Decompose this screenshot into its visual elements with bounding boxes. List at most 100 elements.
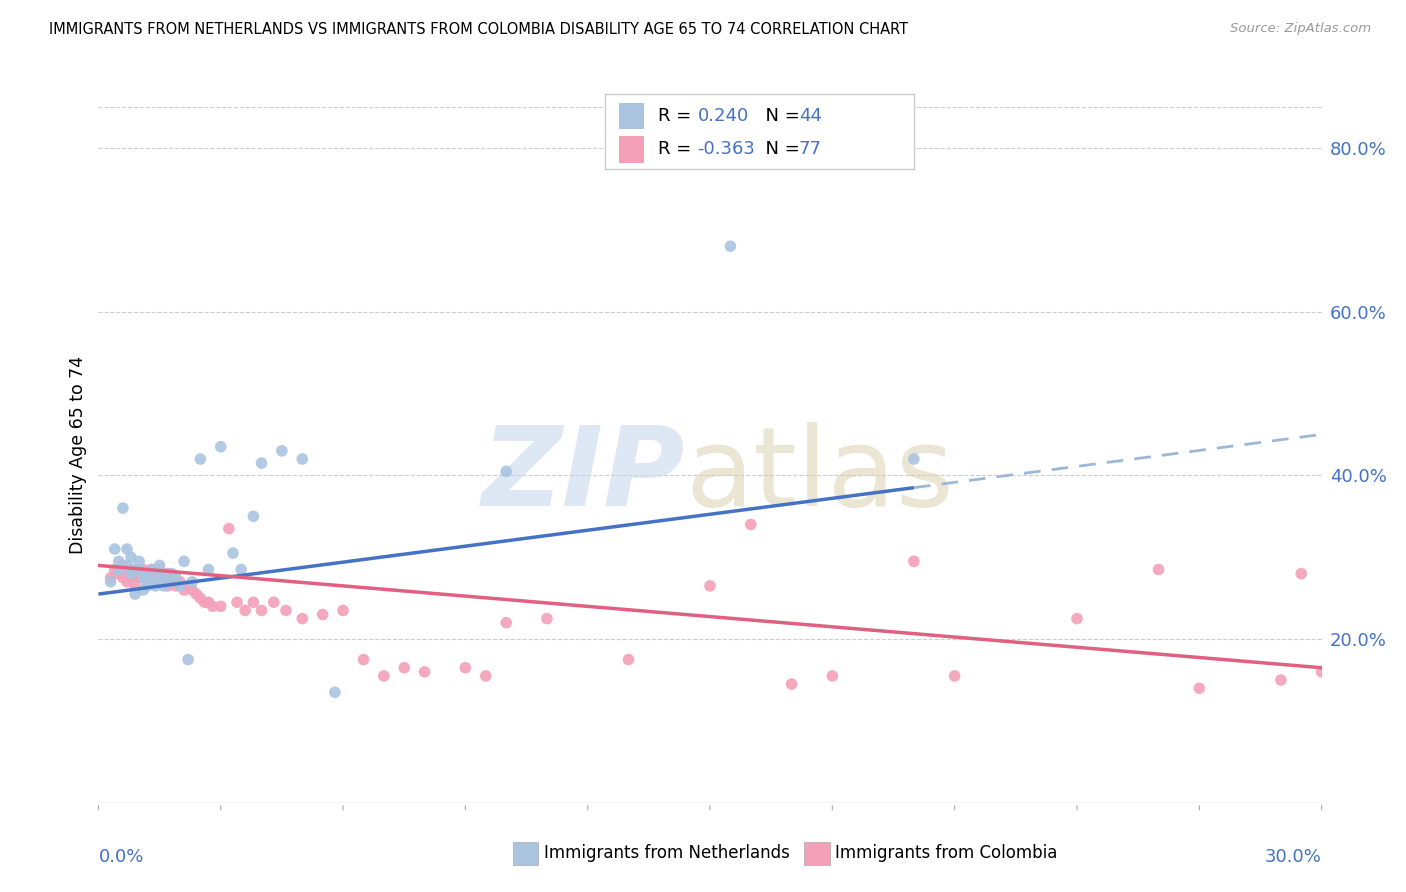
- Point: [136, 566, 159, 581]
- Point: [250, 456, 273, 470]
- Point: [128, 566, 150, 581]
- Point: [141, 574, 163, 589]
- Text: 0.240: 0.240: [697, 107, 748, 125]
- Text: N =: N =: [754, 107, 806, 125]
- Point: [181, 582, 204, 597]
- Point: [120, 562, 142, 576]
- Point: [188, 591, 212, 606]
- Point: [169, 574, 191, 589]
- Point: [149, 571, 172, 585]
- Point: [740, 517, 762, 532]
- Text: 77: 77: [799, 140, 821, 158]
- Point: [1331, 661, 1354, 675]
- Point: [160, 566, 183, 581]
- Point: [291, 452, 314, 467]
- Point: [312, 607, 335, 622]
- Point: [100, 571, 122, 585]
- Point: [536, 612, 558, 626]
- Text: 0.0%: 0.0%: [98, 847, 143, 866]
- Point: [454, 661, 477, 675]
- Point: [218, 522, 240, 536]
- Point: [903, 554, 925, 568]
- Point: [156, 579, 179, 593]
- Text: atlas: atlas: [686, 422, 955, 529]
- Text: R =: R =: [658, 107, 697, 125]
- Point: [149, 562, 172, 576]
- Point: [165, 579, 187, 593]
- Text: 30.0%: 30.0%: [1265, 847, 1322, 866]
- Point: [111, 571, 134, 585]
- Point: [132, 571, 155, 585]
- Point: [197, 562, 219, 576]
- Point: [111, 558, 134, 573]
- Point: [495, 464, 517, 478]
- Point: [413, 665, 436, 679]
- Point: [233, 603, 256, 617]
- Point: [132, 582, 155, 597]
- Text: ZIP: ZIP: [482, 422, 686, 529]
- Point: [115, 542, 138, 557]
- Text: IMMIGRANTS FROM NETHERLANDS VS IMMIGRANTS FROM COLOMBIA DISABILITY AGE 65 TO 74 : IMMIGRANTS FROM NETHERLANDS VS IMMIGRANT…: [49, 22, 908, 37]
- Point: [323, 685, 346, 699]
- Point: [226, 595, 249, 609]
- Point: [193, 595, 215, 609]
- Point: [152, 566, 174, 581]
- Point: [1392, 669, 1406, 683]
- Point: [152, 574, 174, 589]
- Point: [352, 652, 374, 666]
- Point: [108, 566, 131, 581]
- Point: [242, 509, 264, 524]
- Point: [145, 574, 167, 589]
- Point: [124, 562, 146, 576]
- Y-axis label: Disability Age 65 to 74: Disability Age 65 to 74: [69, 356, 87, 554]
- Point: [1351, 677, 1374, 691]
- Point: [124, 566, 146, 581]
- Point: [152, 579, 174, 593]
- Point: [209, 440, 232, 454]
- Text: Immigrants from Colombia: Immigrants from Colombia: [835, 844, 1057, 862]
- Point: [100, 574, 122, 589]
- Point: [136, 579, 159, 593]
- Point: [1291, 566, 1313, 581]
- Point: [720, 239, 742, 253]
- Point: [120, 550, 142, 565]
- Text: N =: N =: [754, 140, 806, 158]
- Point: [274, 603, 297, 617]
- Point: [108, 562, 131, 576]
- Point: [943, 669, 966, 683]
- Point: [1066, 612, 1088, 626]
- Point: [699, 579, 721, 593]
- Point: [821, 669, 844, 683]
- Text: R =: R =: [658, 140, 697, 158]
- Point: [231, 562, 253, 576]
- Point: [177, 652, 200, 666]
- Point: [291, 612, 314, 626]
- Point: [780, 677, 803, 691]
- Point: [160, 574, 183, 589]
- Point: [173, 554, 195, 568]
- Point: [495, 615, 517, 630]
- Point: [115, 574, 138, 589]
- Point: [120, 571, 142, 585]
- Point: [250, 603, 273, 617]
- Point: [332, 603, 354, 617]
- Point: [128, 562, 150, 576]
- Point: [141, 571, 163, 585]
- Point: [263, 595, 285, 609]
- Point: [270, 443, 294, 458]
- Point: [111, 501, 134, 516]
- Text: Immigrants from Netherlands: Immigrants from Netherlands: [544, 844, 790, 862]
- Point: [392, 661, 416, 675]
- Point: [108, 554, 131, 568]
- Point: [152, 566, 174, 581]
- Point: [242, 595, 264, 609]
- Point: [201, 599, 224, 614]
- Point: [1372, 574, 1395, 589]
- Point: [115, 558, 138, 573]
- Point: [1270, 673, 1292, 687]
- Text: Source: ZipAtlas.com: Source: ZipAtlas.com: [1230, 22, 1371, 36]
- Point: [124, 579, 146, 593]
- Point: [156, 566, 179, 581]
- Point: [104, 562, 127, 576]
- Point: [136, 566, 159, 581]
